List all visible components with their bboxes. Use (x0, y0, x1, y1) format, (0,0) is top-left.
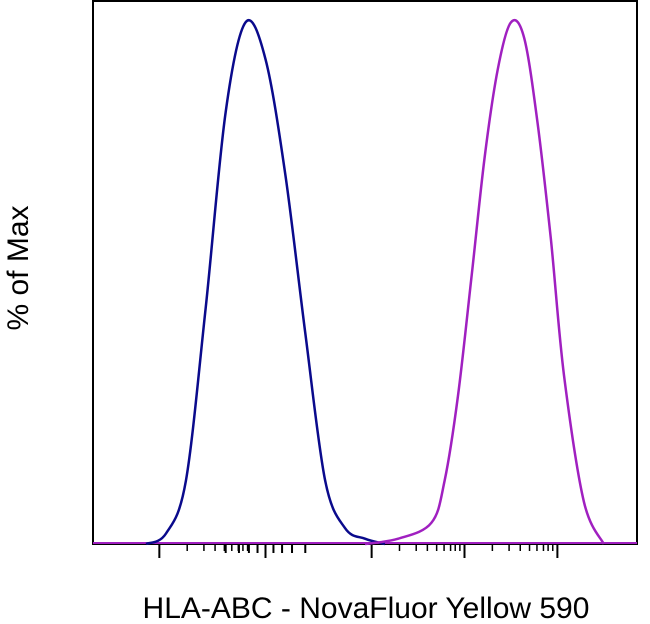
x-axis-ticks (158, 544, 559, 558)
x-axis-title: HLA-ABC - NovaFluor Yellow 590 (143, 592, 590, 624)
plot-frame (92, 0, 638, 545)
series-layer (93, 18, 637, 546)
series-1-line (145, 19, 386, 546)
y-axis-title: % of Max (2, 205, 35, 330)
series-2-line (364, 18, 605, 546)
